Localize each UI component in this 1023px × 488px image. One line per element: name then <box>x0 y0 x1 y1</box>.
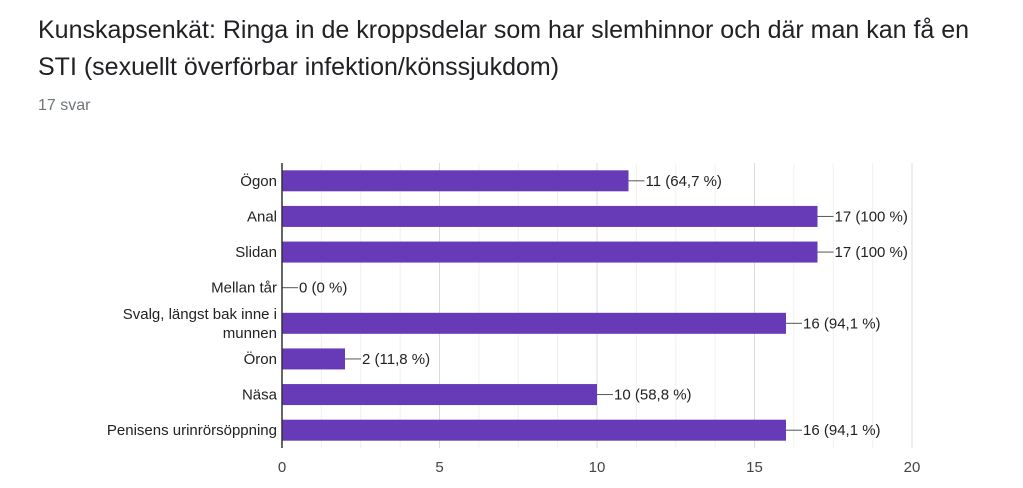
x-tick-label: 10 <box>589 459 606 476</box>
data-label: 10 (58,8 %) <box>614 387 692 404</box>
bar <box>282 384 597 406</box>
response-count: 17 svar <box>38 97 91 114</box>
category-label: Mellan tår <box>211 280 277 297</box>
grid-lines <box>281 163 913 448</box>
category-label: Ögon <box>240 172 277 190</box>
bar <box>282 312 786 334</box>
x-tick-label: 5 <box>435 459 443 476</box>
category-label: Svalg, längst bak inne i <box>123 306 277 323</box>
data-label: 2 (11,8 %) <box>362 351 430 368</box>
labels: 0 5 10 15 20 11 (64,7 %) Ögon 17 (100 %) Anal 17 … <box>107 172 920 476</box>
data-label: 11 (64,7 %) <box>646 173 722 190</box>
category-label: Näsa <box>242 387 278 404</box>
category-label: Öron <box>244 350 277 368</box>
x-tick-label: 15 <box>746 459 763 476</box>
bars <box>282 170 834 441</box>
x-tick-label: 0 <box>278 459 286 476</box>
bar <box>282 348 345 370</box>
category-label: Slidan <box>235 244 277 261</box>
chart-title: Kunskapsenkät: Ringa in de kroppsdelar s… <box>38 16 970 81</box>
bar <box>282 241 818 263</box>
category-label: Penisens urinrörsöppning <box>107 422 277 439</box>
x-tick-label: 20 <box>904 459 921 476</box>
category-label: Anal <box>247 208 277 225</box>
bar <box>282 205 818 227</box>
category-label: munnen <box>223 325 277 342</box>
bar <box>282 419 786 441</box>
data-label: 16 (94,1 %) <box>803 315 881 332</box>
data-label: 0 (0 %) <box>299 280 347 297</box>
data-label: 16 (94,1 %) <box>803 422 881 439</box>
bar <box>282 170 629 192</box>
data-label: 17 (100 %) <box>835 208 908 225</box>
data-label: 17 (100 %) <box>835 244 908 261</box>
